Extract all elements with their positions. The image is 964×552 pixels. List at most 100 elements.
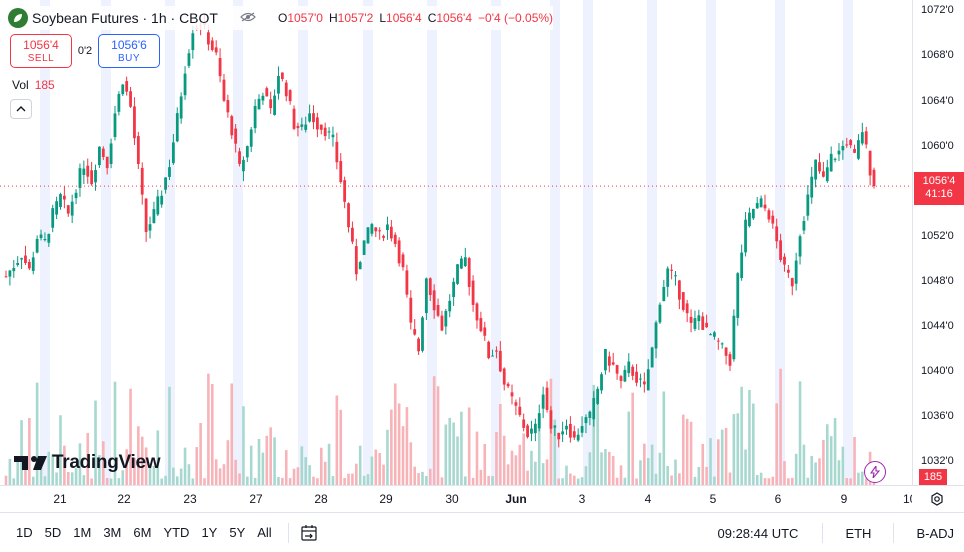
candle-body bbox=[101, 148, 105, 158]
candle-body bbox=[561, 431, 565, 435]
utc-clock[interactable]: 09:28:44 UTC bbox=[717, 525, 799, 541]
volume-bar bbox=[759, 472, 763, 485]
range-5d-button[interactable]: 5D bbox=[44, 524, 62, 540]
candle-body bbox=[74, 192, 78, 199]
range-1m-button[interactable]: 1M bbox=[73, 524, 92, 540]
sell-button[interactable]: 1056'4 SELL bbox=[10, 34, 72, 68]
candle-body bbox=[526, 425, 529, 438]
volume-bar bbox=[343, 477, 346, 485]
candle-body bbox=[705, 322, 709, 328]
candle-body bbox=[685, 303, 689, 314]
volume-bar bbox=[4, 475, 8, 485]
candle-body bbox=[417, 338, 420, 352]
symbol-legend[interactable]: Soybean Futures · 1h · CBOT O1057'0 H105… bbox=[8, 6, 554, 30]
session-band bbox=[165, 0, 175, 485]
volume-bar bbox=[113, 381, 117, 485]
chart-area[interactable]: Soybean Futures · 1h · CBOT O1057'0 H105… bbox=[0, 0, 912, 485]
range-6m-button[interactable]: 6M bbox=[133, 524, 152, 540]
price-tick-label: 1068'0 bbox=[921, 49, 954, 62]
volume-bar bbox=[370, 456, 374, 485]
range-1y-button[interactable]: 1Y bbox=[201, 524, 218, 540]
candle-body bbox=[580, 426, 584, 433]
candle-body bbox=[405, 270, 409, 295]
session-band bbox=[101, 0, 111, 485]
lightning-icon[interactable] bbox=[864, 461, 886, 483]
volume-bar bbox=[569, 473, 572, 485]
candle-body bbox=[467, 258, 471, 287]
volume-bar bbox=[744, 449, 747, 485]
symbol-title[interactable]: Soybean Futures · 1h · CBOT bbox=[32, 10, 218, 26]
volume-bar bbox=[615, 477, 619, 485]
range-3m-button[interactable]: 3M bbox=[103, 524, 122, 540]
candle-body bbox=[230, 116, 234, 136]
candle-body bbox=[506, 383, 510, 387]
volume-bar bbox=[331, 476, 335, 485]
volume-bar bbox=[144, 447, 148, 485]
price-change: −0'4 (−0.05%) bbox=[478, 11, 554, 25]
range-5y-button[interactable]: 5Y bbox=[229, 524, 246, 540]
candle-body bbox=[530, 428, 533, 434]
volume-bar bbox=[565, 465, 568, 485]
volume-bar bbox=[362, 475, 366, 485]
chart-settings-icon[interactable] bbox=[928, 490, 946, 508]
candle-body bbox=[557, 432, 561, 440]
candle-body bbox=[183, 73, 187, 96]
volume-bar bbox=[316, 478, 319, 485]
session-toggle[interactable]: ETH bbox=[845, 525, 872, 541]
session-band bbox=[40, 0, 50, 485]
candle-body bbox=[424, 278, 428, 314]
volume-bar bbox=[479, 469, 483, 485]
candle-body bbox=[234, 128, 238, 144]
candle-body bbox=[90, 170, 94, 185]
volume-bar bbox=[522, 433, 525, 485]
candle-body bbox=[596, 388, 600, 404]
buy-button[interactable]: 1056'6 BUY bbox=[98, 34, 160, 68]
eye-icon[interactable] bbox=[240, 11, 256, 25]
collapse-legend-button[interactable] bbox=[10, 99, 32, 119]
volume-bar bbox=[670, 475, 673, 485]
candle-body bbox=[720, 343, 724, 345]
candle-body bbox=[354, 246, 358, 275]
candle-body bbox=[576, 434, 580, 441]
time-tick-label: 4 bbox=[644, 492, 652, 506]
volume-bar bbox=[300, 446, 304, 485]
range-1d-button[interactable]: 1D bbox=[16, 524, 33, 540]
price-axis[interactable]: 1072'01068'01064'01060'01056'01052'01048… bbox=[912, 0, 964, 485]
volume-bar bbox=[382, 464, 385, 485]
tradingview-wordmark: TradingView bbox=[52, 452, 161, 473]
cbot-logo-icon bbox=[8, 8, 28, 28]
candle-body bbox=[498, 350, 502, 372]
candle-body bbox=[829, 153, 833, 172]
candle-body bbox=[304, 124, 308, 130]
tradingview-logo[interactable]: TradingView bbox=[14, 452, 161, 474]
candle-body bbox=[66, 205, 70, 214]
candle-body bbox=[654, 322, 658, 349]
candle-body bbox=[382, 235, 385, 238]
candle-body bbox=[136, 136, 140, 164]
toolbar-divider bbox=[287, 522, 289, 543]
volume-legend[interactable]: Vol 185 bbox=[12, 78, 55, 92]
volume-bar bbox=[592, 384, 596, 485]
range-all-button[interactable]: All bbox=[257, 524, 272, 540]
candle-body bbox=[62, 195, 66, 200]
candle-body bbox=[658, 304, 662, 323]
volume-bar bbox=[249, 445, 253, 485]
candle-body bbox=[24, 255, 27, 263]
range-ytd-button[interactable]: YTD bbox=[163, 524, 190, 540]
candle-body bbox=[82, 168, 86, 175]
candle-body bbox=[4, 276, 8, 278]
candle-body bbox=[86, 165, 90, 177]
calendar-range-icon[interactable] bbox=[299, 523, 319, 543]
candle-body bbox=[642, 381, 646, 385]
candlestick-chart[interactable] bbox=[0, 0, 912, 485]
candle-body bbox=[615, 365, 619, 374]
volume-bar bbox=[16, 461, 19, 485]
volume-bar bbox=[810, 455, 814, 485]
candle-body bbox=[129, 91, 132, 107]
volume-bar bbox=[693, 476, 697, 485]
adjustment-toggle[interactable]: B-ADJ bbox=[916, 525, 954, 541]
volume-bar bbox=[537, 425, 541, 485]
volume-bar bbox=[152, 465, 156, 485]
time-axis[interactable]: 21 22 23 27 28 29 30 Jun 3 4 5 6 9 10 bbox=[0, 485, 964, 512]
candle-body bbox=[319, 124, 323, 130]
